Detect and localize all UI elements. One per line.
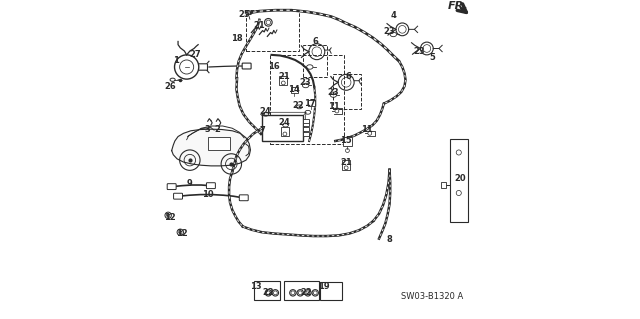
Text: 23: 23 [384,27,396,36]
Bar [303,119,309,123]
Bar [281,127,289,136]
Text: 9: 9 [187,179,193,188]
Bar [253,281,280,300]
FancyBboxPatch shape [242,63,251,69]
Text: 23: 23 [328,88,339,97]
Text: 22: 22 [292,101,304,110]
Polygon shape [172,129,250,166]
Bar [280,76,287,85]
Bar [303,132,309,136]
Bar [320,282,342,300]
Text: 1: 1 [173,56,179,65]
FancyBboxPatch shape [167,184,176,189]
Bar [246,10,299,51]
FancyBboxPatch shape [239,195,248,201]
Text: 27: 27 [190,50,202,59]
Text: 6: 6 [346,72,351,81]
Text: 25: 25 [238,10,250,19]
Bar [342,160,350,170]
Text: 19: 19 [318,282,330,291]
Bar [284,281,319,300]
Bar [303,45,327,77]
Bar [291,87,298,93]
Text: 24: 24 [259,107,271,116]
Text: 7: 7 [259,126,265,135]
Text: 17: 17 [304,99,316,108]
Text: 11: 11 [328,102,340,111]
Text: 4: 4 [390,11,396,20]
Text: 22: 22 [262,288,274,297]
Bar [308,100,315,106]
Bar [343,137,352,146]
Text: 5: 5 [429,53,435,62]
Text: 11: 11 [362,125,373,134]
Text: 13: 13 [250,282,261,291]
Text: 21: 21 [340,158,352,167]
Text: 26: 26 [164,82,176,91]
Text: 6: 6 [312,37,318,46]
Bar [450,139,468,222]
Text: 3: 3 [205,125,211,134]
Text: 22: 22 [301,288,312,297]
Bar [262,115,303,141]
FancyBboxPatch shape [173,193,182,199]
Bar [208,137,230,150]
Text: 12: 12 [176,229,188,238]
Bar [269,55,344,144]
Text: 23: 23 [300,78,312,87]
Bar [441,182,446,188]
Text: 8: 8 [387,235,392,244]
Text: SW03-B1320 A: SW03-B1320 A [401,292,463,300]
Bar [303,122,309,126]
Bar [333,74,361,109]
Text: 24: 24 [278,118,290,127]
Text: 16: 16 [268,63,280,71]
Text: 20: 20 [454,174,466,183]
Text: 21: 21 [253,21,265,30]
FancyBboxPatch shape [207,183,216,189]
Text: 18: 18 [231,34,243,43]
Text: 10: 10 [202,190,214,199]
Text: 2: 2 [214,125,220,134]
Bar [303,127,309,131]
Text: 14: 14 [288,85,300,94]
Text: 15: 15 [340,136,351,145]
Text: 12: 12 [164,213,175,222]
Text: 23: 23 [413,47,425,56]
Text: FR.: FR. [447,1,468,11]
Text: 21: 21 [278,72,290,81]
